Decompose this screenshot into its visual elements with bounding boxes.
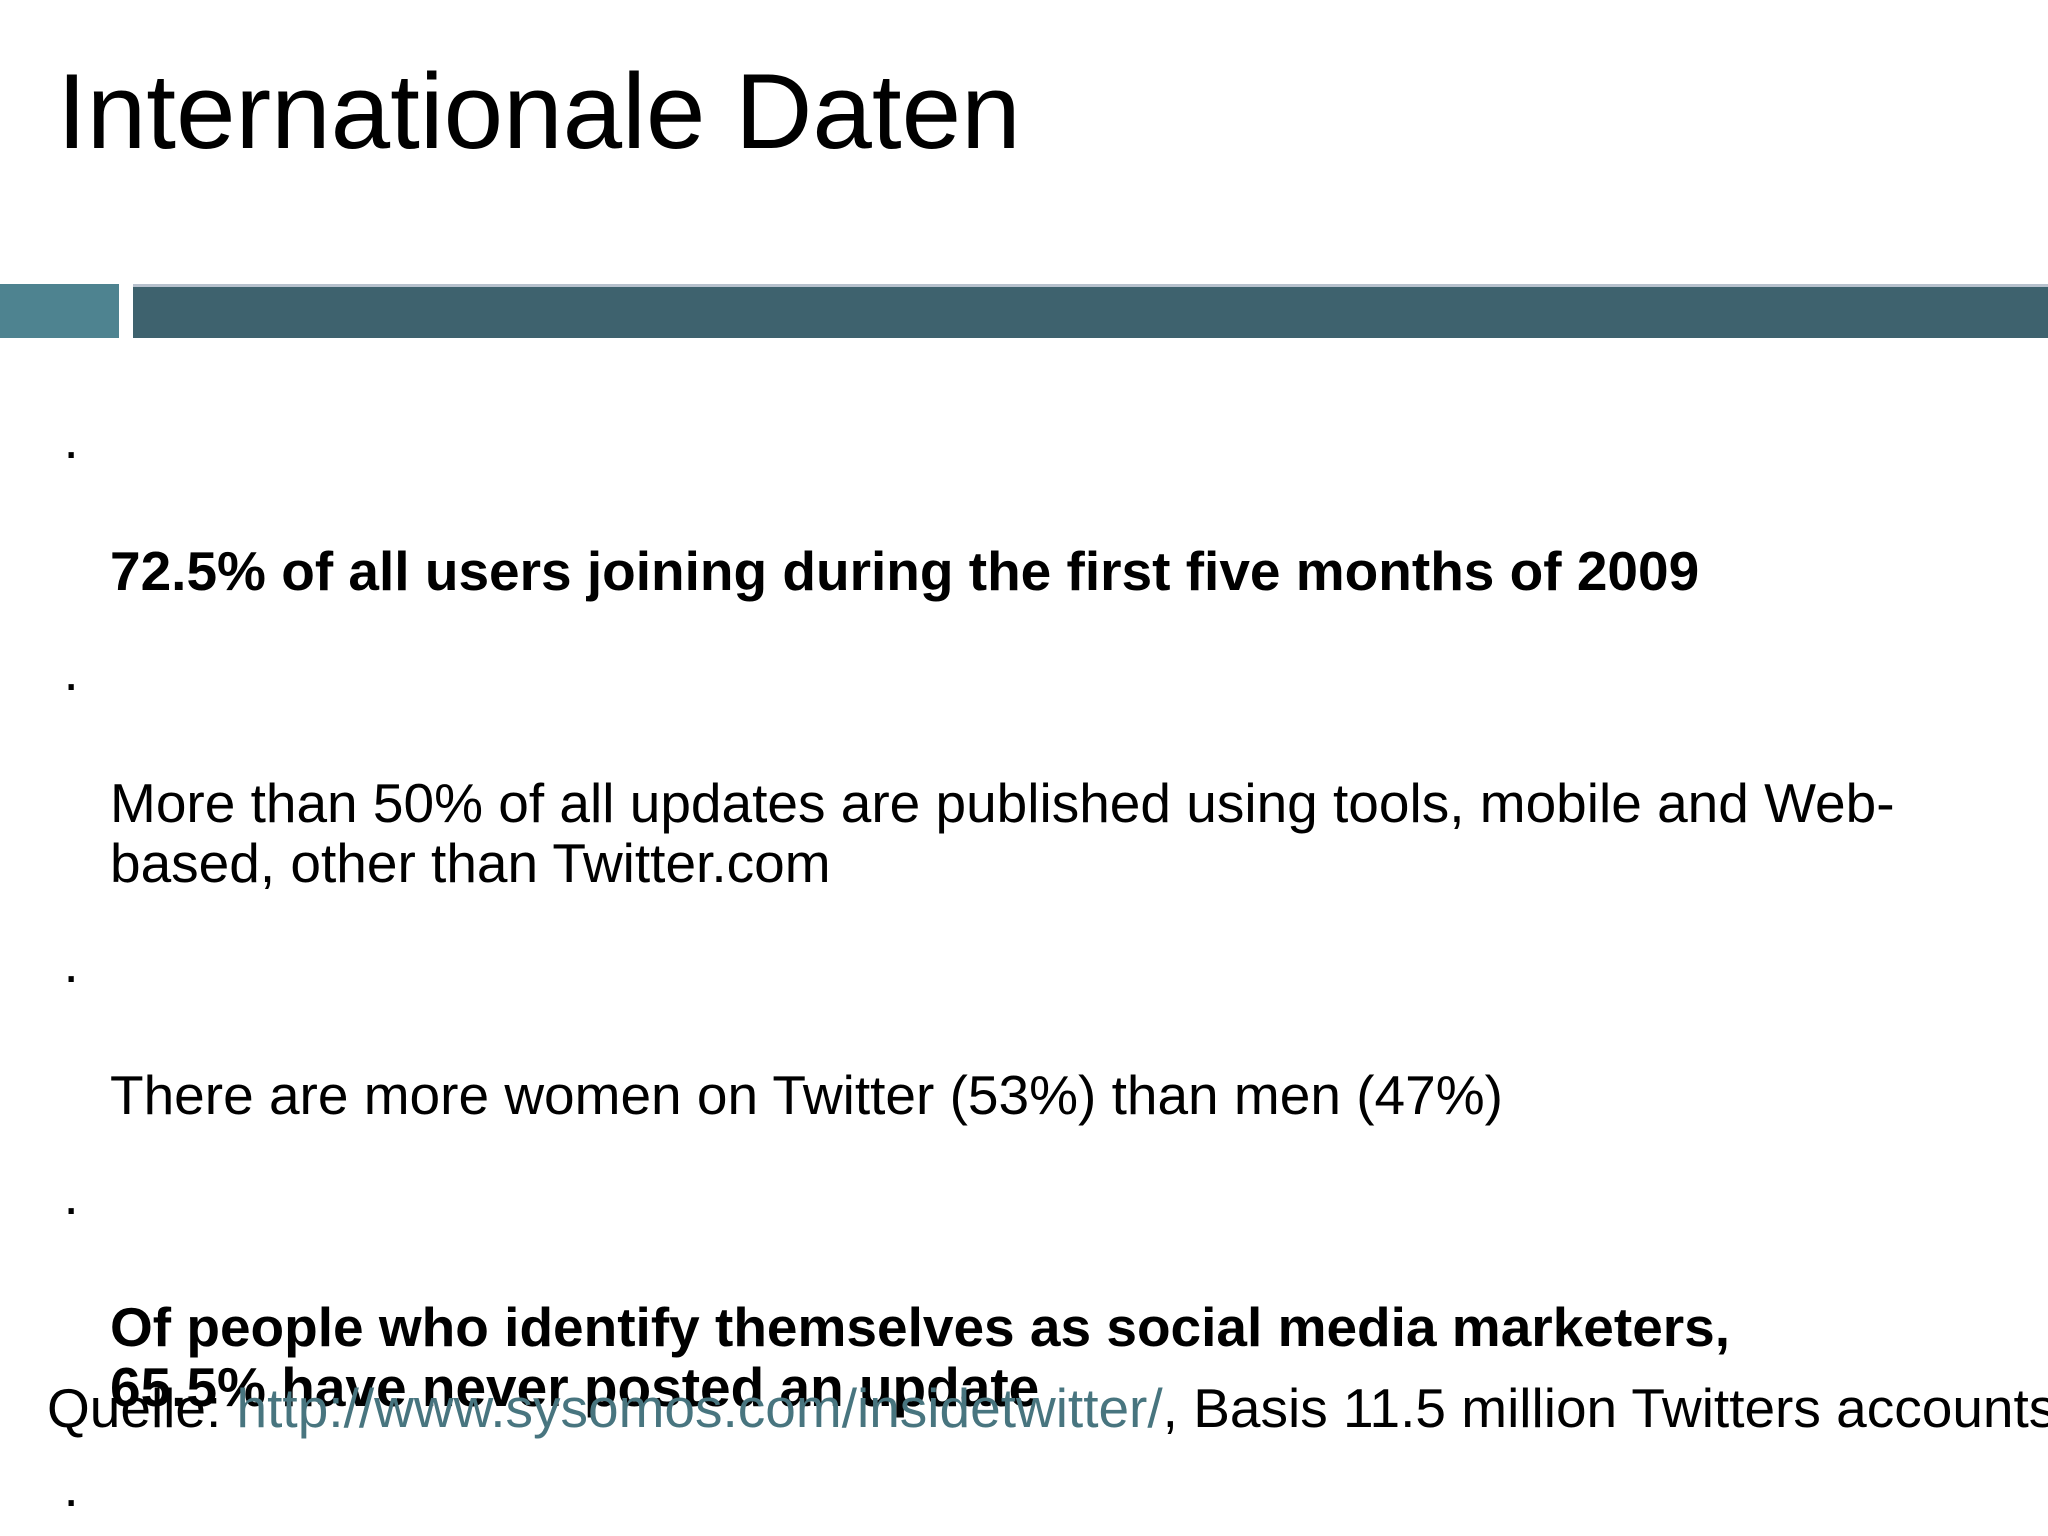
bullet-text: Of people who identify themselves as soc…: [110, 1296, 1731, 1418]
page-title: Internationale Daten: [57, 51, 1021, 171]
bullet-text: 72.5% of all users joining during the fi…: [110, 540, 1700, 602]
source-prefix: Quelle:: [47, 1377, 237, 1439]
bullet-text: There are more women on Twitter (53%) th…: [110, 1064, 1503, 1126]
divider-bar: [133, 284, 2048, 338]
bullet-item: · 72.5% of all users joining during the …: [0, 421, 2040, 601]
bullet-dot: ·: [62, 944, 81, 1006]
bullet-item: · Of people who identify themselves as s…: [0, 1177, 2040, 1417]
bullet-dot: ·: [62, 652, 81, 714]
bullet-item: · There are more women on Twitter (53%) …: [0, 945, 2040, 1125]
source-suffix: , Basis 11.5 million Twitters accounts: [1162, 1377, 2048, 1439]
bullet-dot: ·: [62, 1176, 81, 1238]
source-link[interactable]: http://www.sysomos.com/insidetwitter/: [236, 1377, 1163, 1439]
bullet-item: · 93.6% of users have less than 100 foll…: [0, 1469, 2040, 1536]
bullet-text: More than 50% of all updates are publish…: [110, 772, 1895, 894]
bullet-dot: ·: [62, 420, 81, 482]
divider-accent-square: [0, 284, 119, 338]
bullet-dot: ·: [62, 1468, 81, 1530]
bullet-item: · More than 50% of all updates are publi…: [0, 653, 2040, 893]
bullet-list: · 72.5% of all users joining during the …: [0, 421, 2040, 1536]
source-line: Quelle: http://www.sysomos.com/insidetwi…: [47, 1378, 2048, 1438]
